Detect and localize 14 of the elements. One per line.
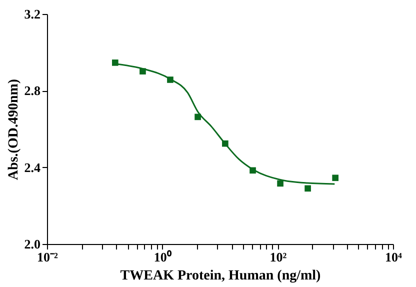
y-tick-label: 2.4 [24,160,41,175]
x-axis-title: TWEAK Protein, Human (ng/ml) [120,268,322,284]
y-tick-label: 3.2 [24,6,40,22]
point [277,180,284,187]
x-tick-label: 10² [270,250,287,264]
point [304,185,311,192]
point [112,60,118,66]
x-tick-label: 10⁻² [37,250,58,264]
point [332,174,338,182]
x-tick-label: 10⁴ [385,250,402,264]
y-axis-title: Abs.(OD.490nm) [6,78,22,180]
y-tick-label: 2.8 [24,83,41,98]
y-tick-label: 2.0 [24,236,40,252]
x-tick-label: 10⁰ [154,250,172,264]
